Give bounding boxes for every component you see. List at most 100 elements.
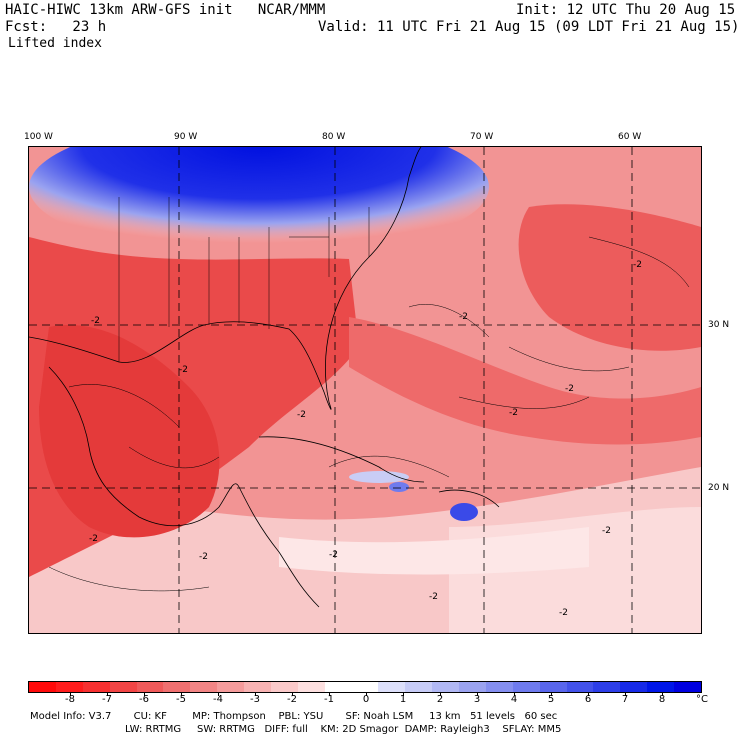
colorbar-tick-label: 2 — [436, 694, 444, 705]
colorbar-tick-label: 1 — [399, 694, 407, 705]
colorbar-tick-mark — [181, 693, 182, 696]
colorbar-tick-label: 6 — [584, 694, 592, 705]
lon-label-90w: 90 W — [174, 132, 198, 142]
colorbar-tick-mark — [551, 693, 552, 696]
colorbar-cell — [405, 682, 433, 692]
contour-label: -2 — [509, 408, 518, 418]
colorbar-tick-mark — [514, 693, 515, 696]
lat-label-30n: 30 N — [708, 320, 730, 330]
lat-label-20n: 20 N — [708, 483, 730, 493]
colorbar — [28, 681, 702, 693]
colorbar-cell — [593, 682, 621, 692]
colorbar-cell — [512, 682, 540, 692]
bahamas-cool-patch — [389, 482, 409, 492]
colorbar-tick-label: 4 — [510, 694, 518, 705]
contour-value-labels: -2 -2 -2 -2 -2 -2 -2 -2 -2 -2 -2 -2 -2 — [89, 260, 642, 618]
colorbar-cell — [297, 682, 325, 692]
colorbar-unit: °C — [696, 694, 708, 705]
colorbar-tick-label: -5 — [176, 694, 186, 705]
contour-label: -2 — [565, 384, 574, 394]
init-time: Init: 12 UTC Thu 20 Aug 15 — [516, 2, 736, 18]
colorbar-tick-mark — [477, 693, 478, 696]
colorbar-tick-mark — [255, 693, 256, 696]
colorbar-cell — [82, 682, 110, 692]
colorbar-cell — [566, 682, 594, 692]
colorbar-cell — [647, 682, 674, 692]
valid-time: Valid: 11 UTC Fri 21 Aug 15 (09 LDT Fri … — [318, 19, 740, 35]
colorbar-tick-mark — [292, 693, 293, 696]
colorbar-tick-label: -8 — [65, 694, 75, 705]
field-name: Lifted index — [8, 36, 102, 51]
colorbar-tick-label: 0 — [362, 694, 370, 705]
colorbar-cell — [324, 682, 352, 692]
colorbar-tick-mark — [440, 693, 441, 696]
colorbar-cell — [190, 682, 218, 692]
colorbar-cell — [459, 682, 486, 692]
colorbar-cell — [136, 682, 164, 692]
contour-label: -2 — [633, 260, 642, 270]
coastline-mexico — [48, 366, 320, 608]
colorbar-cell — [244, 682, 271, 692]
contour-label: -2 — [199, 552, 208, 562]
colorbar-tick-mark — [70, 693, 71, 696]
contour-label: -2 — [179, 365, 188, 375]
colorbar-tick-label: 8 — [658, 694, 666, 705]
colorbar-tick-label: -1 — [324, 694, 334, 705]
coastline-cuba — [258, 436, 425, 483]
coastline-us-gulf — [29, 147, 422, 410]
colorbar-cell — [539, 682, 567, 692]
contour-label: -2 — [429, 592, 438, 602]
contour-label: -2 — [602, 526, 611, 536]
colorbar-cell — [674, 682, 701, 692]
colorbar-tick-mark — [107, 693, 108, 696]
east-warm-cell — [518, 204, 701, 351]
contour-label: -2 — [297, 410, 306, 420]
colorbar-tick-label: 3 — [473, 694, 481, 705]
colorbar-cell — [109, 682, 137, 692]
colorbar-cell — [620, 682, 648, 692]
colorbar-tick-label: 7 — [621, 694, 629, 705]
contour-label: -2 — [91, 316, 100, 326]
colorbar-cell — [163, 682, 191, 692]
lon-label-60w: 60 W — [618, 132, 642, 142]
colorbar-tick-mark — [588, 693, 589, 696]
forecast-hour: Fcst: 23 h — [5, 19, 107, 35]
north-cool-region — [29, 147, 489, 257]
colorbar-cell — [217, 682, 244, 692]
colorbar-cell — [351, 682, 379, 692]
colorbar-tick-label: -7 — [102, 694, 112, 705]
colorbar-tick-label: -3 — [250, 694, 260, 705]
model-info-line-1: Model Info: V3.7 CU: KF MP: Thompson PBL… — [30, 711, 558, 722]
colorbar-tick-mark — [662, 693, 663, 696]
lon-gridlines — [178, 147, 633, 633]
lon-label-80w: 80 W — [322, 132, 346, 142]
colorbar-tick-label: -4 — [213, 694, 223, 705]
colorbar-cell — [432, 682, 459, 692]
hispaniola-cool-patch — [450, 503, 478, 521]
lon-label-100w: 100 W — [24, 132, 53, 142]
colorbar-cell — [55, 682, 83, 692]
contour-label: -2 — [459, 312, 468, 322]
colorbar-cell — [29, 682, 56, 692]
gulf-hot-core — [39, 325, 220, 538]
lifted-index-map: -2 -2 -2 -2 -2 -2 -2 -2 -2 -2 -2 -2 -2 — [28, 146, 702, 634]
contour-lines — [48, 236, 690, 592]
caribbean-light-band — [279, 527, 589, 575]
colorbar-cell — [270, 682, 298, 692]
colorbar-tick-mark — [329, 693, 330, 696]
model-title: HAIC-HIWC 13km ARW-GFS init NCAR/MMM — [5, 2, 326, 18]
colorbar-cell — [378, 682, 406, 692]
cuba-cool-patch — [349, 471, 409, 483]
contour-label: -2 — [89, 534, 98, 544]
lon-label-70w: 70 W — [470, 132, 494, 142]
contour-label: -2 — [329, 550, 338, 560]
colorbar-tick-mark — [366, 693, 367, 696]
model-info-line-2: LW: RRTMG SW: RRTMG DIFF: full KM: 2D Sm… — [125, 724, 562, 735]
coastline-hispaniola — [438, 489, 500, 508]
colorbar-tick-mark — [144, 693, 145, 696]
lat-gridlines — [29, 324, 701, 489]
colorbar-tick-label: 5 — [547, 694, 555, 705]
colorbar-tick-mark — [218, 693, 219, 696]
colorbar-tick-mark — [625, 693, 626, 696]
colorbar-tick-label: -2 — [287, 694, 297, 705]
